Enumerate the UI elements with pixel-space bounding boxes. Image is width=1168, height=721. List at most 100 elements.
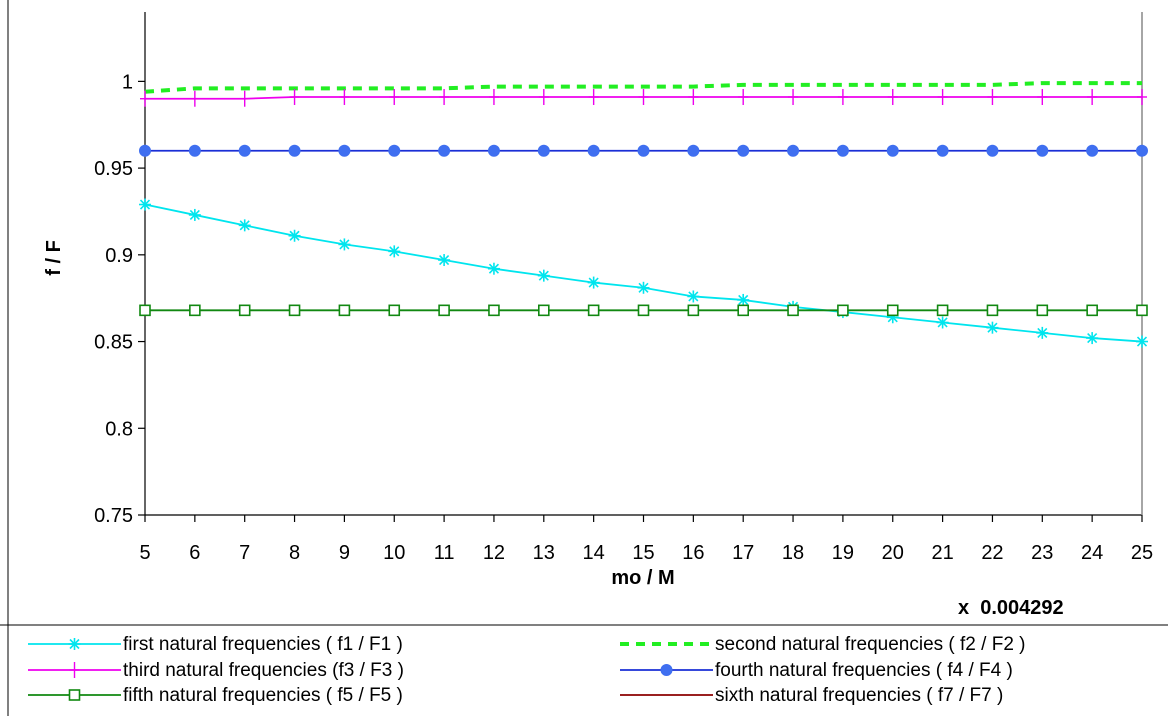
data-point bbox=[388, 144, 401, 157]
x-tick-label: 8 bbox=[289, 542, 300, 564]
data-point bbox=[488, 88, 499, 105]
marker-stroke bbox=[439, 254, 450, 266]
data-point bbox=[638, 88, 649, 105]
data-point bbox=[986, 321, 999, 334]
data-point bbox=[737, 293, 750, 306]
data-point bbox=[788, 88, 799, 105]
data-point bbox=[936, 144, 949, 157]
x-tick-label: 25 bbox=[1131, 542, 1153, 564]
data-point bbox=[687, 144, 700, 157]
data-point bbox=[637, 281, 650, 294]
data-point bbox=[1036, 326, 1049, 339]
x-axis-title: mo / M bbox=[611, 567, 674, 589]
legend-item-2: second natural frequencies ( f2 / F2 ) bbox=[620, 634, 1026, 655]
data-point bbox=[837, 304, 849, 317]
data-point bbox=[886, 304, 899, 317]
x-tick-label: 20 bbox=[882, 542, 904, 564]
data-point bbox=[189, 304, 201, 317]
data-point bbox=[738, 88, 749, 105]
marker-stroke bbox=[139, 199, 151, 210]
data-point bbox=[687, 290, 700, 303]
marker-stroke bbox=[69, 638, 80, 650]
y-tick-label: 0.95 bbox=[94, 158, 133, 180]
data-point bbox=[537, 144, 550, 157]
data-point bbox=[439, 88, 450, 105]
data-point bbox=[787, 304, 799, 317]
data-point bbox=[1037, 88, 1048, 105]
series-5 bbox=[139, 304, 1148, 317]
data-point bbox=[288, 229, 301, 242]
marker-stroke bbox=[1037, 327, 1048, 338]
y-tick-label: 0.8 bbox=[105, 418, 133, 440]
data-point bbox=[188, 208, 201, 221]
x-tick-label: 18 bbox=[782, 542, 804, 564]
x-tick-label: 24 bbox=[1081, 542, 1103, 564]
y-tick-label: 1 bbox=[122, 71, 133, 93]
data-point bbox=[587, 276, 600, 289]
marker-stroke bbox=[239, 220, 250, 231]
data-point bbox=[1137, 88, 1147, 105]
legend-label: third natural frequencies (f3 / F3 ) bbox=[123, 660, 404, 681]
data-point bbox=[637, 304, 650, 317]
marker-stroke bbox=[738, 294, 749, 305]
marker-stroke bbox=[588, 277, 599, 288]
marker-stroke bbox=[538, 270, 549, 281]
data-point bbox=[1036, 144, 1049, 157]
x-tick-label: 21 bbox=[931, 542, 953, 564]
data-point bbox=[587, 144, 600, 157]
marker-stroke bbox=[339, 239, 350, 250]
data-point bbox=[189, 90, 200, 107]
data-point bbox=[289, 88, 300, 105]
marker-stroke bbox=[488, 263, 500, 274]
y-tick-label: 0.75 bbox=[94, 505, 133, 527]
legend-marker bbox=[69, 662, 80, 678]
data-point bbox=[1136, 335, 1148, 348]
data-point bbox=[288, 144, 301, 157]
x-tick-label: 7 bbox=[239, 542, 250, 564]
legend-item-4: fourth natural frequencies ( f4 / F4 ) bbox=[620, 660, 1013, 681]
x-tick-label: 17 bbox=[732, 542, 754, 564]
marker-stroke bbox=[1087, 333, 1098, 344]
legend-label: first natural frequencies ( f1 / F1 ) bbox=[123, 634, 403, 655]
data-point bbox=[987, 88, 998, 105]
data-point bbox=[188, 144, 201, 157]
legend-item-1: first natural frequencies ( f1 / F1 ) bbox=[28, 634, 403, 655]
x-tick-label: 22 bbox=[981, 542, 1003, 564]
x-tick-label: 12 bbox=[483, 542, 505, 564]
data-point bbox=[986, 304, 999, 317]
series-3 bbox=[140, 88, 1147, 107]
data-point bbox=[1086, 144, 1099, 157]
data-point bbox=[737, 144, 750, 157]
series-4 bbox=[139, 144, 1148, 157]
data-point bbox=[537, 304, 550, 317]
data-point bbox=[637, 144, 650, 157]
x-tick-label: 11 bbox=[434, 542, 455, 564]
data-point bbox=[836, 144, 849, 157]
x-tick-label: 16 bbox=[682, 542, 704, 564]
legend-label: fifth natural frequencies ( f5 / F5 ) bbox=[123, 685, 403, 706]
data-point bbox=[487, 144, 500, 157]
legend-marker bbox=[68, 638, 81, 650]
marker-stroke bbox=[638, 282, 649, 293]
data-point bbox=[936, 304, 949, 317]
x-tick-label: 23 bbox=[1031, 542, 1053, 564]
data-point bbox=[389, 88, 400, 105]
data-point bbox=[1087, 88, 1098, 105]
marker-stroke bbox=[987, 322, 998, 333]
x-tick-label: 13 bbox=[533, 542, 555, 564]
marker-stroke bbox=[189, 209, 200, 221]
data-point bbox=[837, 88, 848, 105]
data-point bbox=[139, 304, 151, 317]
data-point bbox=[339, 88, 350, 105]
data-point bbox=[139, 198, 151, 211]
legend: first natural frequencies ( f1 / F1 ) sec… bbox=[28, 634, 1026, 706]
data-point bbox=[438, 254, 451, 267]
data-point bbox=[1086, 332, 1099, 345]
data-point bbox=[338, 238, 351, 251]
data-point bbox=[238, 144, 251, 157]
data-point bbox=[238, 304, 251, 317]
legend-label: second natural frequencies ( f2 / F2 ) bbox=[715, 634, 1026, 655]
legend-label: fourth natural frequencies ( f4 / F4 ) bbox=[715, 660, 1013, 681]
